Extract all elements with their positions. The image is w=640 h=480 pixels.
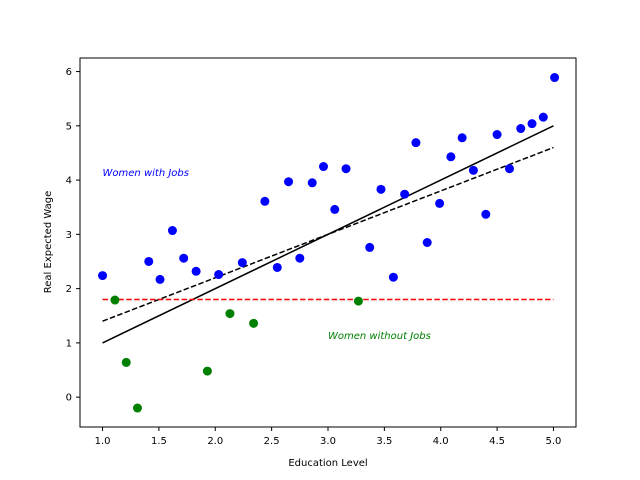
x-tick-label-2: 2.0 xyxy=(207,436,223,447)
data-point-1-6 xyxy=(353,296,363,306)
data-point-0-9 xyxy=(272,262,282,272)
data-point-0-6 xyxy=(214,270,224,280)
data-point-0-12 xyxy=(307,178,317,188)
data-point-0-4 xyxy=(179,253,189,263)
data-point-0-2 xyxy=(155,274,165,284)
data-point-0-22 xyxy=(435,198,445,208)
data-point-1-5 xyxy=(249,318,259,328)
annotation-1: Women without Jobs xyxy=(328,331,431,342)
x-tick-label-0: 1.0 xyxy=(95,436,111,447)
x-tick-label-1: 1.5 xyxy=(151,436,167,447)
data-point-0-1 xyxy=(144,256,154,266)
data-point-0-30 xyxy=(527,119,537,129)
data-point-1-0 xyxy=(110,295,120,305)
x-tick-label-6: 4.0 xyxy=(433,436,449,447)
data-point-0-16 xyxy=(365,242,375,252)
data-point-0-0 xyxy=(98,271,108,281)
data-point-0-19 xyxy=(400,189,410,199)
y-tick-label-2: 2 xyxy=(66,284,72,295)
data-point-0-29 xyxy=(516,124,526,134)
axis-ticks: 1.0 1.5 2.0 2.5 3.0 3.5 4.0 4.5 5.0 0 1 2 3 4 5 6 xyxy=(66,67,562,447)
y-tick-label-4: 4 xyxy=(66,176,72,187)
data-point-0-14 xyxy=(330,204,340,214)
y-axis-label: Real Expected Wage xyxy=(43,191,54,293)
data-point-0-18 xyxy=(388,272,398,282)
data-point-0-31 xyxy=(538,112,548,122)
data-point-0-27 xyxy=(492,130,502,140)
x-tick-label-4: 3.0 xyxy=(320,436,336,447)
data-point-0-26 xyxy=(481,209,491,219)
data-point-0-17 xyxy=(376,184,386,194)
data-point-0-8 xyxy=(260,196,270,206)
x-tick-label-3: 2.5 xyxy=(264,436,280,447)
x-axis-label: Education Level xyxy=(288,458,367,469)
y-tick-label-1: 1 xyxy=(66,338,72,349)
data-point-0-20 xyxy=(411,138,421,148)
data-point-0-15 xyxy=(341,164,351,174)
data-point-0-7 xyxy=(237,258,247,268)
data-point-0-28 xyxy=(504,164,514,174)
series-line-3 xyxy=(102,146,554,322)
data-point-0-10 xyxy=(284,177,294,187)
data-point-0-24 xyxy=(457,133,467,143)
x-tick-label-7: 4.5 xyxy=(489,436,505,447)
data-point-1-2 xyxy=(132,403,142,413)
y-tick-label-6: 6 xyxy=(66,67,72,78)
data-point-0-21 xyxy=(422,238,432,247)
y-tick-label-0: 0 xyxy=(66,393,72,404)
data-point-0-3 xyxy=(167,226,177,236)
data-point-0-13 xyxy=(318,162,328,172)
data-point-1-1 xyxy=(121,357,131,367)
data-point-0-32 xyxy=(550,73,560,83)
data-point-0-5 xyxy=(191,266,201,276)
plot-area xyxy=(98,73,560,413)
x-tick-label-8: 5.0 xyxy=(546,436,562,447)
data-point-1-4 xyxy=(225,309,235,319)
x-tick-label-5: 3.5 xyxy=(376,436,392,447)
data-point-1-3 xyxy=(202,366,212,376)
data-point-0-23 xyxy=(446,152,456,162)
annotation-0: Women with Jobs xyxy=(103,168,189,179)
data-point-0-25 xyxy=(468,165,478,175)
data-point-0-11 xyxy=(295,253,305,263)
annotations: Women with Jobs Women without Jobs xyxy=(103,168,431,342)
y-tick-label-3: 3 xyxy=(66,230,72,241)
y-tick-label-5: 5 xyxy=(66,121,72,132)
